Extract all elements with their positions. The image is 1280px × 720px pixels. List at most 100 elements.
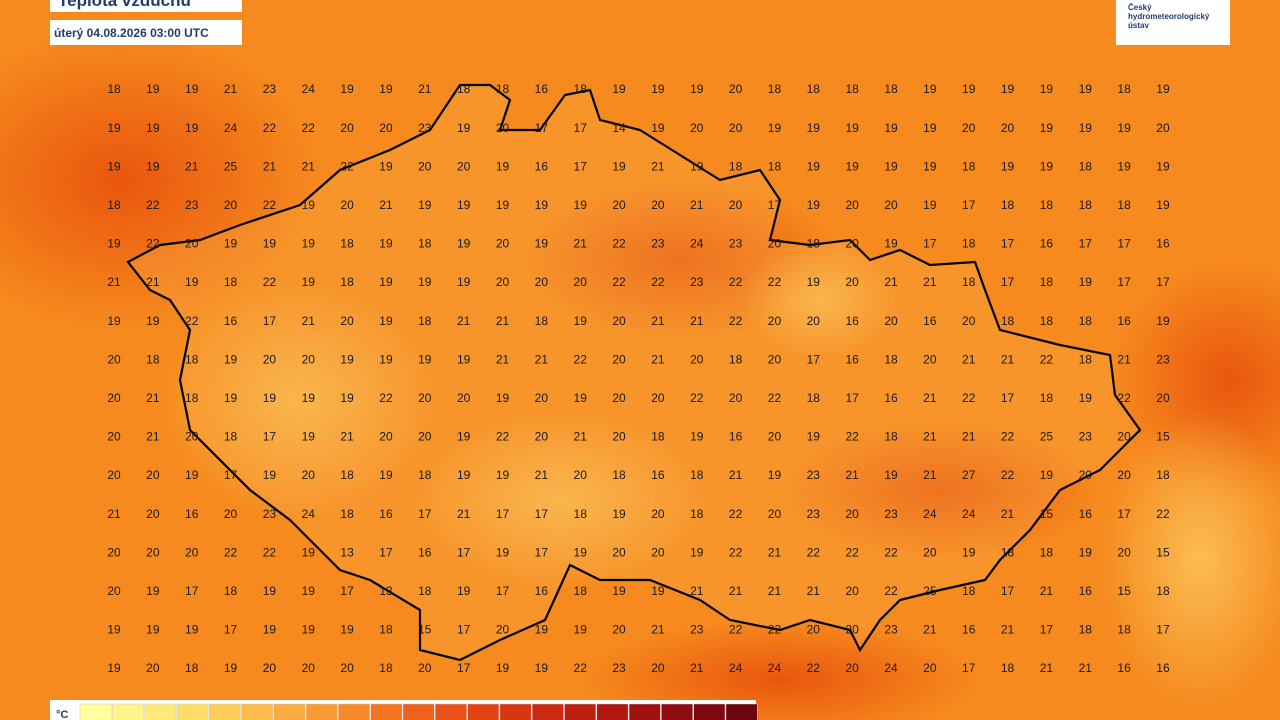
- temperature-value: 18: [1079, 159, 1093, 173]
- temperature-value: 18: [340, 468, 354, 482]
- temperature-value: 19: [884, 159, 898, 173]
- temperature-value: 21: [690, 314, 704, 328]
- color-swatch: [402, 703, 435, 720]
- temperature-value: 19: [1156, 159, 1170, 173]
- temperature-value: 19: [923, 82, 937, 96]
- temperature-value: 20: [1117, 468, 1131, 482]
- color-scale: [79, 703, 758, 720]
- temperature-value: 20: [612, 314, 626, 328]
- temperature-value: 22: [729, 314, 743, 328]
- date-box: [50, 20, 242, 45]
- temperature-value: 18: [962, 275, 976, 289]
- temperature-value: 19: [1040, 468, 1054, 482]
- temperature-value: 21: [923, 275, 937, 289]
- temperature-value: 20: [574, 275, 588, 289]
- temperature-value: 20: [651, 391, 665, 405]
- temperature-value: 21: [690, 661, 704, 675]
- color-swatch: [305, 703, 338, 720]
- temperature-value: 18: [651, 430, 665, 444]
- temperature-value: 19: [302, 584, 316, 598]
- temperature-value: 22: [340, 159, 354, 173]
- temperature-value: 21: [1040, 584, 1054, 598]
- temperature-value: 20: [457, 159, 471, 173]
- temperature-value: 19: [107, 314, 121, 328]
- temperature-value: 23: [185, 198, 199, 212]
- temperature-value: 20: [768, 352, 782, 366]
- temperature-value: 19: [107, 623, 121, 637]
- temperature-value: 17: [340, 584, 354, 598]
- logo: Český hydrometeorologický ústav: [1128, 3, 1210, 30]
- temperature-value: 17: [379, 545, 393, 559]
- temperature-value: 16: [1156, 237, 1170, 251]
- temperature-value: 20: [651, 507, 665, 521]
- temperature-value: 23: [612, 661, 626, 675]
- temperature-value: 19: [651, 82, 665, 96]
- temperature-value: 18: [224, 275, 238, 289]
- temperature-value: 16: [1117, 661, 1131, 675]
- temperature-value: 19: [923, 198, 937, 212]
- temperature-value: 20: [418, 430, 432, 444]
- temperature-value: 21: [1001, 507, 1015, 521]
- temperature-value: 23: [884, 623, 898, 637]
- temperature-value: 21: [923, 623, 937, 637]
- temperature-value: 17: [224, 623, 238, 637]
- temperature-value: 16: [224, 314, 238, 328]
- temperature-value: 18: [418, 237, 432, 251]
- temperature-value: 20: [107, 391, 121, 405]
- temperature-value: 18: [1156, 584, 1170, 598]
- temperature-value: 22: [263, 121, 277, 135]
- temperature-value: 18: [768, 159, 782, 173]
- temperature-value: 23: [651, 237, 665, 251]
- temperature-value: 17: [768, 198, 782, 212]
- temperature-value: 19: [340, 82, 354, 96]
- temperature-value: 17: [574, 121, 588, 135]
- temperature-value: 17: [496, 507, 510, 521]
- temperature-value: 19: [340, 391, 354, 405]
- temperature-value: 18: [729, 159, 743, 173]
- temperature-value: 22: [884, 545, 898, 559]
- temperature-value: 17: [1001, 391, 1015, 405]
- temperature-value: 20: [768, 430, 782, 444]
- temperature-value: 20: [418, 661, 432, 675]
- temperature-value: 16: [923, 314, 937, 328]
- temperature-value: 17: [535, 121, 549, 135]
- temperature-value: 20: [1156, 121, 1170, 135]
- temperature-value: 19: [535, 661, 549, 675]
- temperature-value: 17: [1001, 584, 1015, 598]
- temperature-value: 20: [418, 159, 432, 173]
- temperature-value: 22: [146, 237, 160, 251]
- temperature-value: 18: [884, 430, 898, 444]
- temperature-value: 16: [651, 468, 665, 482]
- temperature-value: 17: [263, 314, 277, 328]
- temperature-value: 21: [651, 352, 665, 366]
- temperature-value: 19: [379, 237, 393, 251]
- temperature-value: 19: [379, 352, 393, 366]
- color-swatch: [628, 703, 661, 720]
- temperature-value: 21: [1079, 661, 1093, 675]
- temperature-value: 17: [1117, 507, 1131, 521]
- temperature-value: 16: [1079, 584, 1093, 598]
- temperature-value: 15: [418, 623, 432, 637]
- temperature-value: 19: [807, 159, 821, 173]
- temperature-value: 20: [729, 82, 743, 96]
- logo-text: Český hydrometeorologický ústav: [1128, 3, 1210, 30]
- temperature-value: 19: [107, 121, 121, 135]
- temperature-value: 20: [845, 623, 859, 637]
- temperature-value: 21: [574, 237, 588, 251]
- temperature-value: 20: [224, 198, 238, 212]
- temperature-grid: 18 19 19 21 23 24 19 19 21 18 18 16 18 19 19 19 20 18 18 18…: [107, 82, 1170, 675]
- temperature-value: 17: [574, 159, 588, 173]
- temperature-value: 18: [574, 507, 588, 521]
- temperature-value: 18: [1001, 314, 1015, 328]
- temperature-value: 19: [535, 198, 549, 212]
- temperature-value: 19: [690, 430, 704, 444]
- temperature-value: 18: [418, 314, 432, 328]
- temperature-value: 18: [224, 430, 238, 444]
- temperature-value: 18: [729, 352, 743, 366]
- temperature-value: 19: [302, 391, 316, 405]
- temperature-value: 17: [418, 507, 432, 521]
- temperature-value: 19: [496, 159, 510, 173]
- temperature-value: 20: [651, 198, 665, 212]
- temperature-value: 20: [302, 352, 316, 366]
- temperature-value: 21: [496, 314, 510, 328]
